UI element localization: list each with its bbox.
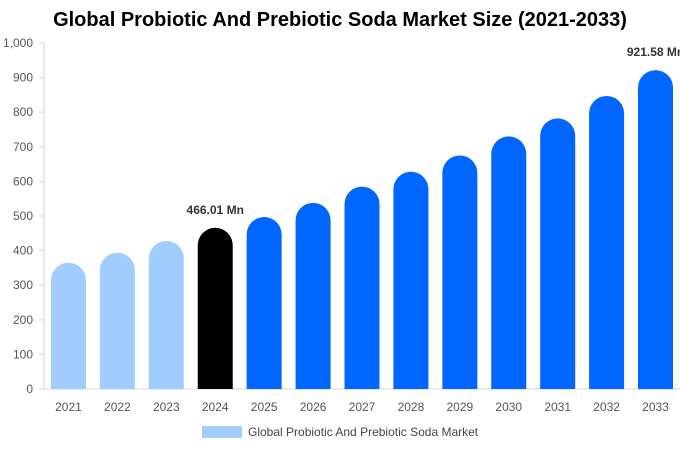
x-tick-label: 2024 xyxy=(202,400,229,414)
y-tick-label: 700 xyxy=(13,140,33,154)
bar xyxy=(50,262,86,389)
y-tick-label: 300 xyxy=(13,278,33,292)
bar xyxy=(589,95,625,390)
data-label: 466.01 Mn xyxy=(187,203,244,217)
bar xyxy=(393,171,429,389)
x-tick-label: 2025 xyxy=(251,400,278,414)
x-tick-label: 2023 xyxy=(153,400,180,414)
bar xyxy=(197,227,233,389)
x-tick-label: 2033 xyxy=(642,400,669,414)
y-tick-label: 100 xyxy=(13,347,33,361)
x-tick-label: 2022 xyxy=(104,400,131,414)
y-tick-label: 200 xyxy=(13,313,33,327)
legend-label: Global Probiotic And Prebiotic Soda Mark… xyxy=(248,425,479,439)
x-tick-label: 2021 xyxy=(55,400,82,414)
y-tick-label: 800 xyxy=(13,105,33,119)
bar xyxy=(246,217,282,389)
chart-title: Global Probiotic And Prebiotic Soda Mark… xyxy=(53,9,627,31)
x-tick-label: 2027 xyxy=(349,400,376,414)
y-tick-label: 500 xyxy=(13,209,33,223)
y-tick-label: 1,000 xyxy=(3,36,33,50)
x-tick-label: 2030 xyxy=(495,400,522,414)
y-tick-label: 0 xyxy=(26,382,33,396)
y-tick-label: 900 xyxy=(13,71,33,85)
legend-swatch xyxy=(202,426,242,438)
y-tick-label: 600 xyxy=(13,174,33,188)
data-label: 921.58 Mn xyxy=(627,45,680,59)
y-tick-label: 400 xyxy=(13,244,33,258)
bar xyxy=(540,118,576,390)
bar xyxy=(295,202,331,389)
bar xyxy=(442,155,478,389)
bar xyxy=(344,186,380,389)
x-tick-label: 2028 xyxy=(398,400,425,414)
bar xyxy=(491,136,527,389)
x-tick-label: 2026 xyxy=(300,400,327,414)
x-tick-label: 2032 xyxy=(593,400,620,414)
bar xyxy=(148,240,184,389)
bar xyxy=(99,252,135,389)
x-tick-label: 2029 xyxy=(446,400,473,414)
x-tick-label: 2031 xyxy=(544,400,571,414)
bar xyxy=(638,70,674,389)
legend: Global Probiotic And Prebiotic Soda Mark… xyxy=(202,425,478,439)
